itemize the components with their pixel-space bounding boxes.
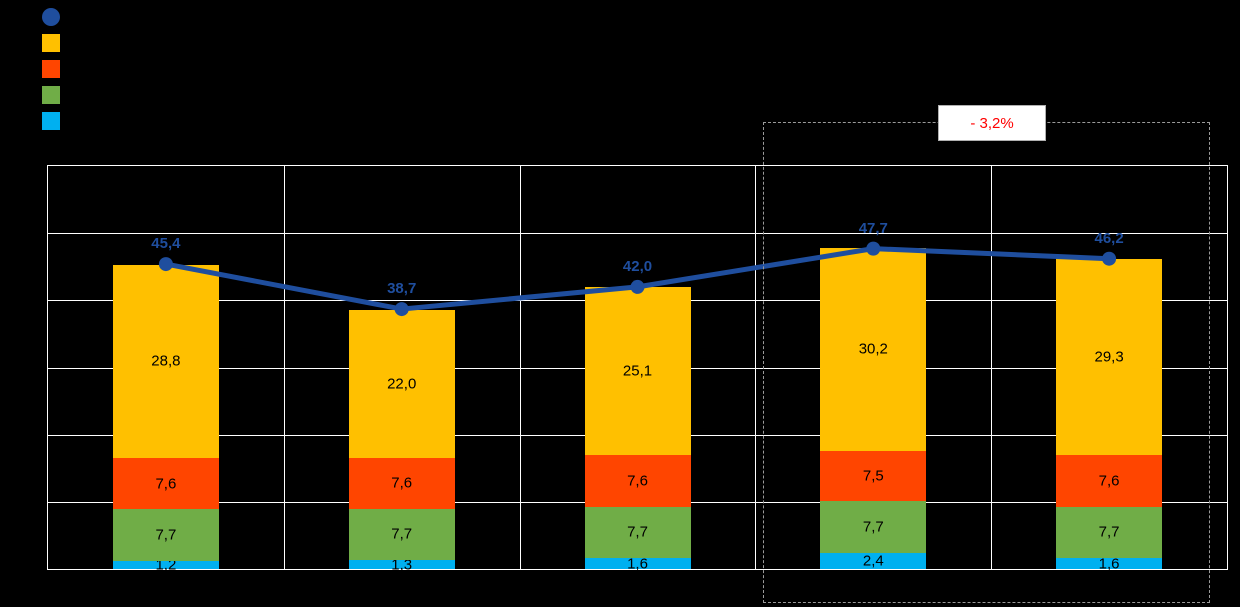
line-data-label: 47,7 [858,219,888,237]
green-series-swatch [42,86,60,104]
annotation-box: - 3,2% [938,105,1046,141]
bar-segment-segment-red [1056,455,1163,507]
gridline-vertical [519,166,521,569]
bar-segment-label: 7,7 [155,526,177,544]
line-marker [1102,251,1117,266]
bar-segment-label: 7,7 [862,518,884,536]
line-data-label: 38,7 [387,280,417,298]
bar-segment-label: 1,2 [155,556,177,574]
line-marker [158,257,173,272]
bar-segment-segment-green [348,508,455,561]
line-marker [866,241,881,256]
bar-segment-label: 1,6 [627,555,648,573]
bar-segment-segment-orange [584,286,691,456]
bar-segment-segment-green [1056,506,1163,559]
annotation-label: - 3,2% [970,114,1014,132]
plot-area: 1,2 7,7 7,6 28,8 1,3 7,7 7,6 22,0 1,6 7,7 7,6 25,1 2… [47,165,1228,574]
bar-segment-segment-orange [820,247,927,451]
line-marker [394,302,409,317]
line-data-label: 46,2 [1094,229,1124,247]
gridline-vertical [755,166,757,569]
orange-series-swatch [42,34,60,52]
bar-segment-label: 29,3 [1094,348,1124,366]
highlight-region-outline [763,122,1210,603]
line-marker [630,279,645,294]
bar-segment-segment-orange [1056,258,1163,456]
bar-segment-label: 7,7 [391,525,413,543]
bar-segment-label: 7,6 [155,475,177,493]
bar-segment-segment-green [584,506,691,559]
bar-segment-segment-cyan [820,552,927,569]
red-series-swatch [42,60,60,78]
bar-segment-label: 7,6 [1098,472,1120,490]
bar-segment-segment-orange [348,309,455,458]
bar-segment-segment-red [820,450,927,502]
bar-segment-label: 30,2 [858,340,888,358]
bar-segment-segment-cyan [1056,558,1163,569]
bar-segment-label: 7,7 [627,523,648,541]
total-line-overlay [158,241,1117,317]
bar-segment-label: 7,6 [391,474,413,492]
bar-segment-segment-cyan [584,558,691,569]
bar-segment-label: 7,7 [1098,523,1120,541]
bar-segment-label: 25,1 [622,362,653,380]
bar-segment-label: 1,3 [391,556,413,574]
bar-segment-label: 22,0 [387,375,417,393]
cyan-series-swatch [42,112,60,130]
gridline-vertical [283,166,285,569]
line-data-label: 42,0 [622,257,653,275]
line-series-swatch [42,8,60,26]
gridline-vertical [991,166,993,569]
bar-segment-segment-cyan [348,560,455,569]
bar-segment-segment-orange [112,264,219,459]
bar-segment-segment-green [820,501,927,553]
bar-segment-label: 7,6 [627,472,648,490]
gridline-horizontal [48,233,1227,235]
bar-segment-segment-red [348,457,455,509]
bar-segment-label: 1,6 [1098,555,1120,573]
bar-segment-segment-cyan [112,560,219,569]
bar-segment-label: 28,8 [151,352,181,370]
bar-segment-segment-red [112,458,219,510]
bar-segment-segment-red [584,455,691,507]
bar-segment-label: 7,5 [862,467,884,485]
bar-segment-label: 2,4 [862,552,884,570]
bar-segment-segment-green [112,509,219,561]
line-data-label: 45,4 [151,235,181,253]
